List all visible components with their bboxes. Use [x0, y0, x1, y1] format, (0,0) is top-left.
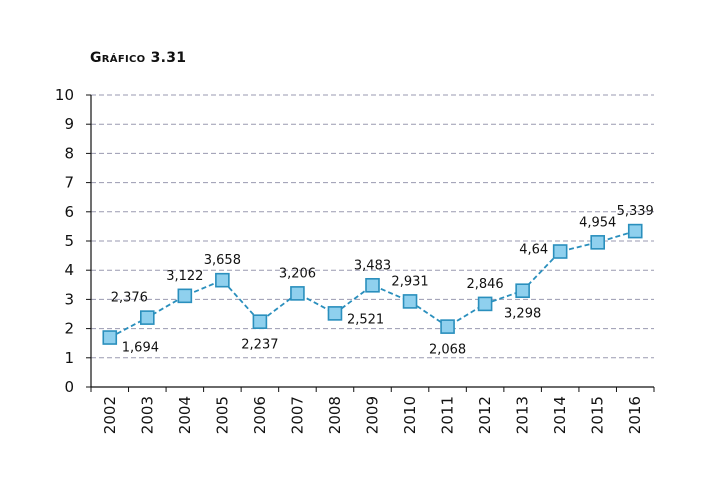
- x-tick-label-2010: 2010: [401, 396, 419, 434]
- data-label-2004: 3,122: [166, 269, 203, 284]
- data-label-2003: 2,376: [111, 291, 148, 306]
- y-tick-label-8: 8: [64, 144, 74, 162]
- data-point-2006: [252, 314, 268, 329]
- data-label-2010: 2,931: [391, 274, 428, 289]
- chart-title: Gráfico 3.31: [90, 50, 187, 66]
- data-label-2007: 3,206: [279, 266, 316, 281]
- data-label-2015: 4,954: [579, 215, 616, 230]
- data-point-2003: [140, 310, 155, 325]
- data-point-2015: [590, 235, 606, 250]
- data-label-2008: 2,521: [347, 312, 384, 327]
- series-line: [109, 230, 636, 339]
- y-tick-label-7: 7: [64, 174, 74, 192]
- x-tick-label-2012: 2012: [476, 396, 494, 434]
- x-tick-label-2002: 2002: [101, 396, 119, 434]
- data-point-2012: [477, 296, 493, 312]
- data-label-2014: 4,64: [519, 243, 548, 258]
- x-tick-label-2009: 2009: [364, 396, 382, 434]
- data-label-2005: 3,658: [204, 253, 241, 268]
- data-point-2005: [215, 272, 230, 288]
- data-point-2009: [365, 277, 380, 293]
- x-tick-label-2015: 2015: [589, 396, 607, 434]
- x-tick-label-2004: 2004: [176, 396, 194, 434]
- y-tick-label-0: 0: [64, 378, 74, 396]
- y-tick-label-9: 9: [64, 115, 74, 133]
- x-tick-label-2003: 2003: [138, 396, 156, 434]
- data-point-2011: [440, 319, 455, 334]
- x-tick-label-2011: 2011: [439, 396, 457, 434]
- x-tick-label-2013: 2013: [514, 396, 532, 434]
- data-label-2012: 2,846: [466, 277, 503, 292]
- data-point-2016: [627, 223, 643, 239]
- data-point-2007: [290, 286, 305, 301]
- x-tick-label-2014: 2014: [551, 396, 569, 434]
- data-point-2002: [102, 330, 118, 345]
- x-tick-label-2008: 2008: [326, 396, 344, 434]
- data-point-2010: [402, 294, 418, 309]
- y-tick-label-5: 5: [64, 232, 74, 250]
- x-tick-label-2006: 2006: [251, 396, 269, 434]
- y-tick-label-2: 2: [64, 320, 74, 338]
- data-label-2016: 5,339: [617, 204, 654, 219]
- y-tick-label-3: 3: [64, 290, 74, 308]
- y-tick-label-6: 6: [64, 203, 74, 221]
- y-tick-label-1: 1: [64, 349, 74, 367]
- x-tick-label-2016: 2016: [626, 396, 644, 434]
- y-tick-label-4: 4: [64, 261, 74, 279]
- x-tick-label-2005: 2005: [213, 396, 231, 434]
- data-label-2013: 3,298: [504, 307, 541, 322]
- data-point-2013: [515, 283, 530, 298]
- data-point-2004: [177, 288, 193, 304]
- data-label-2006: 2,237: [241, 338, 278, 353]
- x-tick-label-2007: 2007: [288, 396, 306, 434]
- data-point-2014: [552, 244, 568, 259]
- y-tick-label-10: 10: [55, 86, 74, 104]
- data-point-2008: [327, 306, 343, 321]
- data-label-2009: 3,483: [354, 258, 391, 273]
- data-label-2011: 2,068: [429, 343, 466, 358]
- data-label-2002: 1,694: [122, 341, 159, 356]
